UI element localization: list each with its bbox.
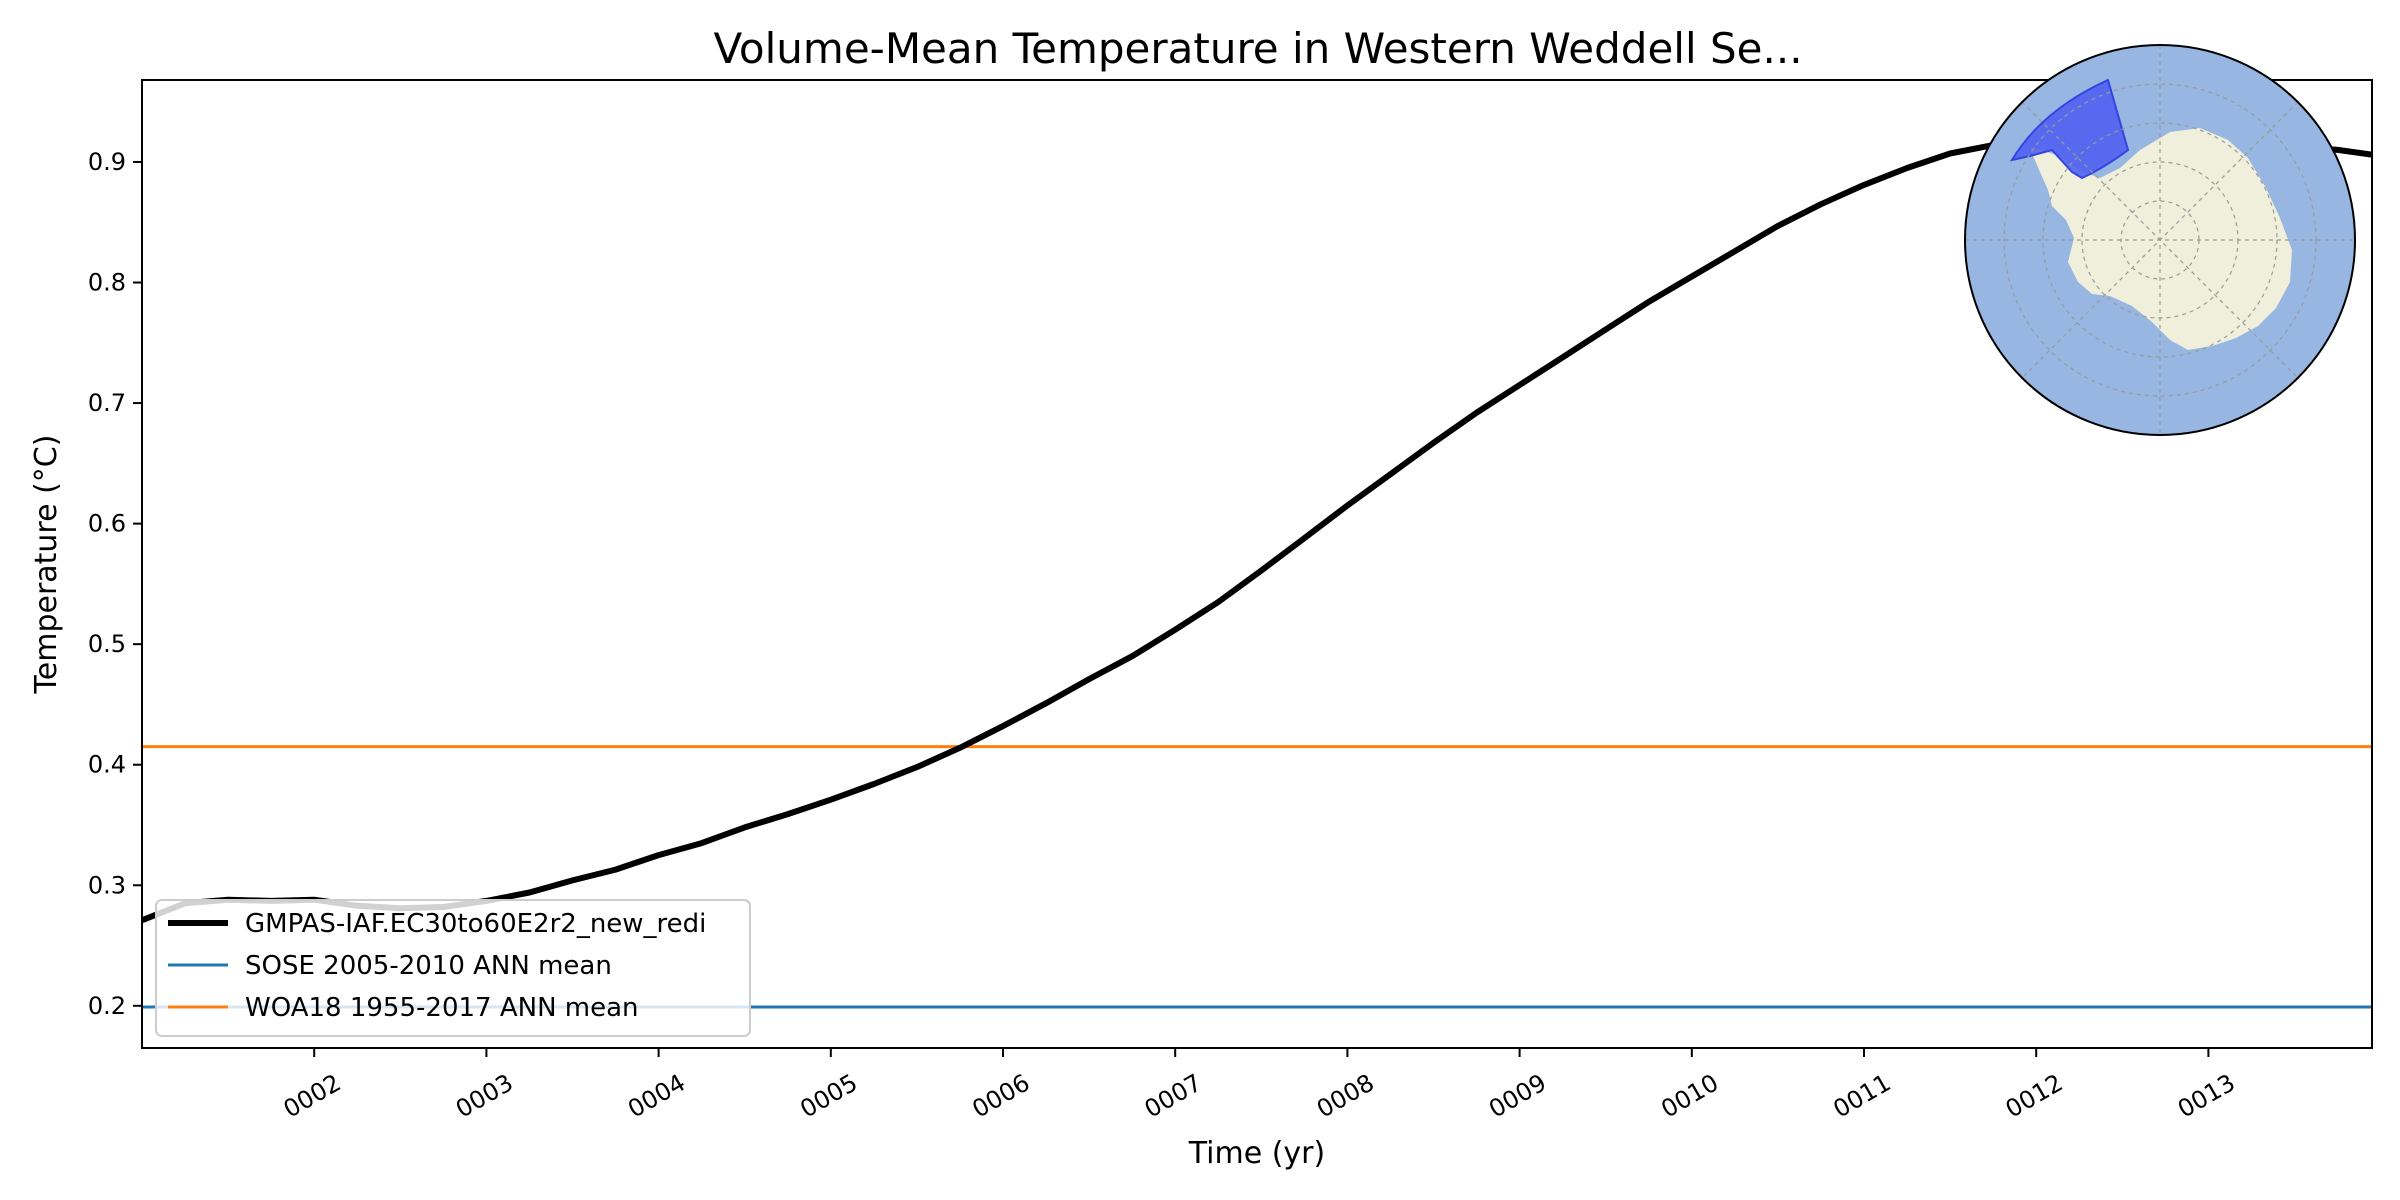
legend-label-woa18: WOA18 1955-2017 ANN mean [245, 993, 639, 1023]
y-tick-label: 0.9 [88, 148, 126, 176]
y-axis-ticks: 0.2 0.3 0.4 0.5 0.6 0.7 0.8 0.9 [88, 148, 142, 1020]
chart-title: Volume-Mean Temperature in Western Wedde… [713, 24, 1802, 73]
axes-frame [141, 79, 2373, 1049]
y-tick-label: 0.5 [88, 630, 126, 658]
y-tick-label: 0.6 [88, 510, 126, 538]
x-axis-label: Time (yr) [1188, 1136, 1325, 1171]
y-tick-label: 0.7 [88, 389, 126, 417]
inset-map [1964, 44, 2356, 436]
map-gridlines [1965, 45, 2355, 435]
y-tick-label: 0.4 [88, 751, 126, 779]
legend-label-model: GMPAS-IAF.EC30to60E2r2_new_redi [245, 909, 706, 939]
y-tick-label: 0.2 [88, 992, 126, 1020]
map-border [1964, 44, 2356, 436]
y-tick-label: 0.3 [88, 871, 126, 899]
map-content [1965, 45, 2355, 435]
western-weddell-sea-region [2009, 78, 2130, 180]
legend-box [155, 899, 751, 1037]
y-tick-label: 0.8 [88, 269, 126, 297]
y-axis-label: Temperature (°C) [29, 435, 64, 695]
legend-label-sose: SOSE 2005-2010 ANN mean [245, 951, 612, 981]
legend: GMPAS-IAF.EC30to60E2r2_new_redi SOSE 200… [155, 899, 751, 1037]
